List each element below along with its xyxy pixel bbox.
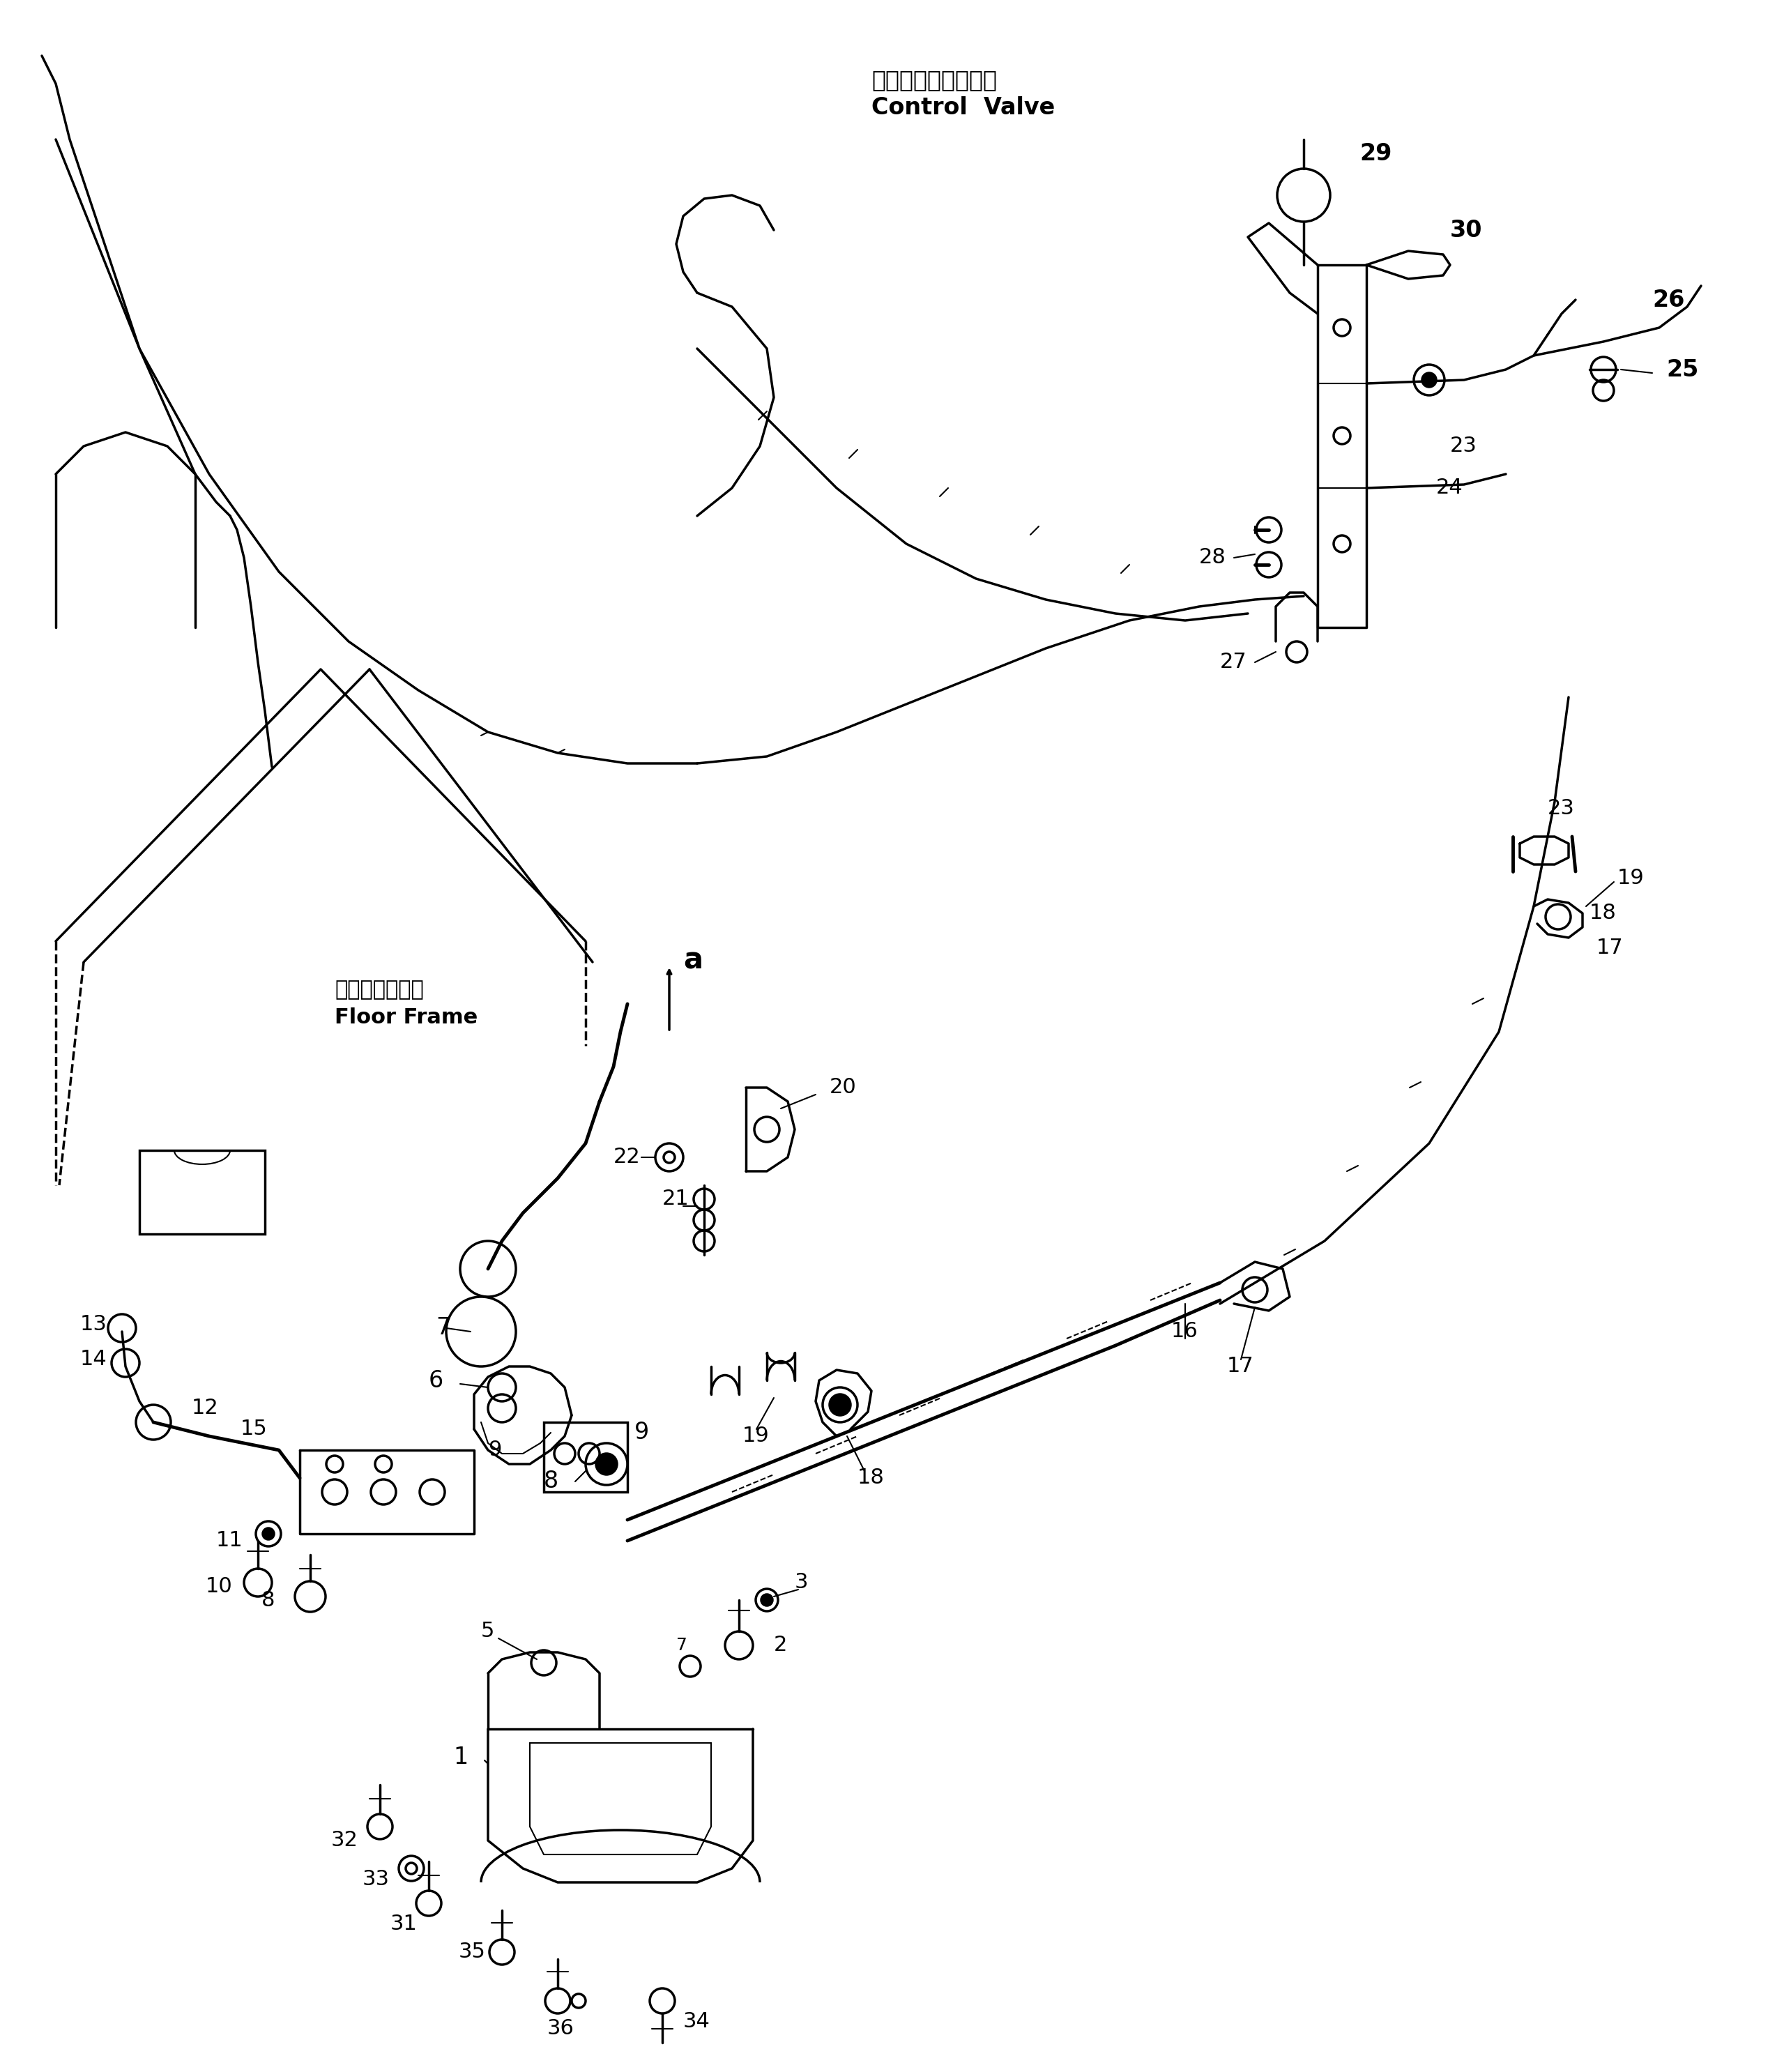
Text: 25: 25 bbox=[1666, 358, 1698, 381]
Text: Control  Valve: Control Valve bbox=[871, 97, 1054, 120]
Text: 28: 28 bbox=[1199, 547, 1226, 568]
Text: 9: 9 bbox=[489, 1440, 501, 1461]
Text: Floor Frame: Floor Frame bbox=[335, 1007, 478, 1028]
Text: 12: 12 bbox=[191, 1399, 219, 1419]
Text: 34: 34 bbox=[683, 2012, 710, 2033]
Text: 14: 14 bbox=[80, 1349, 107, 1370]
Text: 6: 6 bbox=[428, 1370, 444, 1392]
Text: 35: 35 bbox=[458, 1941, 485, 1962]
Text: 31: 31 bbox=[391, 1915, 417, 1935]
Text: 7: 7 bbox=[676, 1637, 687, 1653]
Text: 30: 30 bbox=[1450, 218, 1483, 242]
Text: 8: 8 bbox=[262, 1589, 275, 1610]
Text: 16: 16 bbox=[1172, 1322, 1199, 1343]
Text: 18: 18 bbox=[858, 1467, 885, 1488]
Text: 17: 17 bbox=[1227, 1357, 1254, 1376]
Text: 19: 19 bbox=[742, 1426, 769, 1446]
Text: 24: 24 bbox=[1436, 479, 1463, 497]
Text: 9: 9 bbox=[635, 1421, 649, 1444]
Text: 26: 26 bbox=[1652, 288, 1684, 311]
Text: 5: 5 bbox=[482, 1620, 494, 1641]
Circle shape bbox=[1422, 373, 1436, 387]
Text: 20: 20 bbox=[830, 1077, 856, 1098]
Bar bbox=[544, 1421, 628, 1492]
Text: 2: 2 bbox=[774, 1635, 787, 1656]
Text: 32: 32 bbox=[332, 1830, 359, 1850]
Text: 21: 21 bbox=[662, 1189, 689, 1210]
Circle shape bbox=[762, 1595, 772, 1606]
Text: 15: 15 bbox=[241, 1419, 268, 1440]
Text: 17: 17 bbox=[1597, 939, 1623, 957]
Text: 29: 29 bbox=[1359, 141, 1392, 166]
Circle shape bbox=[830, 1394, 851, 1415]
Text: 36: 36 bbox=[548, 2018, 574, 2039]
Circle shape bbox=[262, 1529, 275, 1539]
Text: 10: 10 bbox=[205, 1577, 232, 1595]
Bar bbox=[139, 1150, 264, 1235]
Text: 1: 1 bbox=[453, 1745, 467, 1767]
Circle shape bbox=[596, 1455, 617, 1475]
Text: 3: 3 bbox=[794, 1573, 808, 1593]
Text: 7: 7 bbox=[435, 1316, 451, 1341]
Text: 11: 11 bbox=[216, 1531, 243, 1550]
Text: 18: 18 bbox=[1590, 903, 1616, 924]
Text: フロアフレーム: フロアフレーム bbox=[335, 980, 423, 1001]
Text: 27: 27 bbox=[1220, 653, 1247, 673]
Text: 23: 23 bbox=[1549, 798, 1575, 818]
Text: 23: 23 bbox=[1450, 435, 1477, 456]
Text: 19: 19 bbox=[1618, 868, 1645, 889]
Text: 22: 22 bbox=[614, 1148, 640, 1167]
Text: コントロールバルブ: コントロールバルブ bbox=[871, 68, 997, 91]
Text: 13: 13 bbox=[80, 1314, 107, 1334]
Text: 33: 33 bbox=[362, 1869, 389, 1890]
Text: a: a bbox=[683, 947, 703, 976]
Text: 8: 8 bbox=[544, 1469, 558, 1494]
